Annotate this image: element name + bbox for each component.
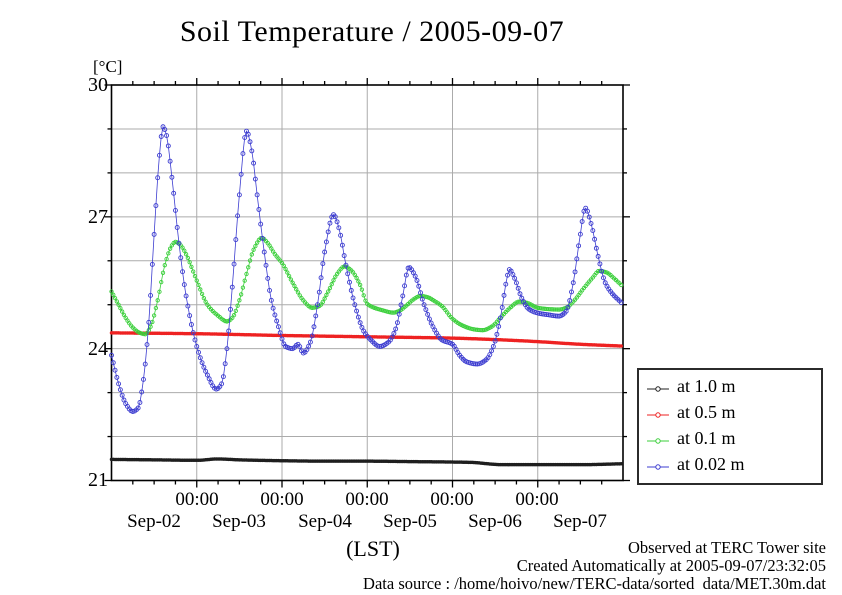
legend-marker-line-circle-icon: [646, 459, 670, 470]
legend-label: at 0.5 m: [677, 402, 736, 422]
y-tick-label-24: 24: [88, 338, 108, 360]
y-tick-label-30: 30: [88, 74, 108, 96]
gridlines: [111, 85, 623, 481]
day-label-sep-02: Sep-02: [127, 511, 181, 532]
x-tick-label-0000-1: 00:00: [175, 489, 219, 510]
footer-created-timestamp: Created Automatically at 2005-09-07/23:3…: [516, 556, 826, 575]
day-label-sep-04: Sep-04: [298, 511, 352, 532]
legend-marker-line-circle-icon: [646, 433, 670, 444]
footer-observed-site: Observed at TERC Tower site: [627, 538, 826, 557]
x-tick-label-0000-2: 00:00: [260, 489, 304, 510]
series-at-0-1-m: [109, 235, 624, 337]
legend-item-at-1-0-m: at 1.0 m: [639, 373, 821, 399]
series-at-0-5-m: [109, 331, 623, 348]
day-label-sep-05: Sep-05: [383, 511, 437, 532]
day-label-sep-06: Sep-06: [468, 511, 522, 532]
legend-label: at 0.1 m: [677, 428, 736, 448]
chart-title: Soil Temperature / 2005-09-07: [179, 15, 565, 48]
y-axis-unit-label: [°C]: [93, 57, 123, 76]
y-tick-label-27: 27: [88, 206, 108, 228]
x-tick-label-0000-3: 00:00: [345, 489, 389, 510]
x-tick-label-0000-5: 00:00: [515, 489, 559, 510]
legend-marker-line-circle-icon: [646, 407, 670, 418]
day-label-sep-03: Sep-03: [212, 511, 266, 532]
axis-ticks: [104, 78, 630, 488]
legend-item-at-0-02-m: at 0.02 m: [639, 451, 821, 477]
day-label-sep-07: Sep-07: [553, 511, 607, 532]
x-tick-label-0000-4: 00:00: [430, 489, 474, 510]
x-axis-label: (LST): [346, 536, 400, 561]
legend-label: at 0.02 m: [677, 454, 745, 474]
legend-box: at 1.0 m at 0.5 m at 0.1 m at 0.02 m: [637, 368, 823, 485]
series-at-1-0-m: [109, 457, 623, 467]
legend-label: at 1.0 m: [677, 376, 736, 396]
legend-item-at-0-5-m: at 0.5 m: [639, 399, 821, 425]
legend-item-at-0-1-m: at 0.1 m: [639, 425, 821, 451]
footer-data-source: Data source : /home/hoivo/new/TERC-data/…: [363, 574, 826, 593]
y-tick-label-21: 21: [88, 469, 108, 491]
legend-marker-line-circle-icon: [646, 381, 670, 392]
plot-frame: [110, 84, 624, 482]
series-at-0-02-m: [109, 124, 624, 414]
